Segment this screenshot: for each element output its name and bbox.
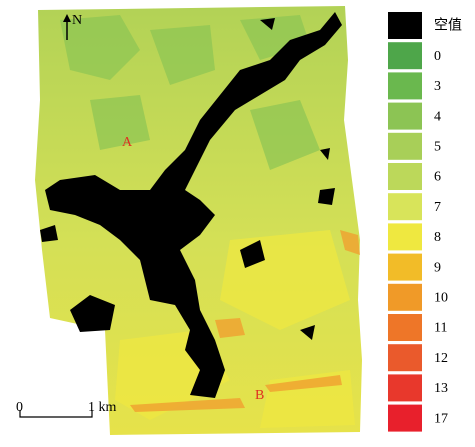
legend-label: 空值: [434, 18, 462, 34]
scale-end: 1 km: [88, 400, 117, 415]
scale-bar: 0 1 km: [16, 400, 117, 418]
legend-label: 12: [434, 351, 448, 366]
legend-swatch: [388, 283, 422, 311]
legend-swatch: [388, 374, 422, 402]
legend-swatch: [388, 132, 422, 160]
scale-line: [19, 410, 93, 418]
site-label: B: [255, 388, 264, 403]
legend-label: 7: [434, 200, 441, 215]
legend-swatch: [388, 193, 422, 221]
legend-swatch: [388, 253, 422, 281]
legend-label: 10: [434, 291, 448, 306]
legend-label: 3: [434, 79, 441, 94]
legend-label: 17: [434, 411, 448, 426]
water-body: [45, 12, 342, 398]
legend-swatch: [388, 404, 422, 432]
legend-label: 4: [434, 109, 441, 124]
map-area: [35, 6, 362, 435]
north-label: N: [72, 13, 82, 28]
legend-swatch: [388, 72, 422, 100]
green-patch: [60, 15, 320, 250]
site-label: A: [122, 135, 133, 150]
legend-swatch: [388, 12, 422, 39]
legend-swatch: [388, 102, 422, 130]
legend-label: 8: [434, 230, 441, 245]
legend-label: 13: [434, 381, 448, 396]
legend-swatch: [388, 42, 422, 70]
legend-label: 11: [434, 321, 447, 336]
north-arrow-head: [63, 14, 71, 22]
legend-swatch: [388, 163, 422, 190]
legend-label: 6: [434, 170, 441, 185]
legend-swatch: [388, 344, 422, 372]
water-body: [40, 18, 335, 340]
legend-label: 5: [434, 140, 441, 155]
yellow-patch: [115, 230, 355, 428]
legend-label: 9: [434, 260, 441, 275]
north-arrow: N: [63, 13, 82, 40]
legend-swatch: [388, 314, 422, 341]
legend-swatch: [388, 223, 422, 251]
legend-label: 0: [434, 49, 441, 64]
scale-start: 0: [16, 400, 23, 415]
legend: 空值 0 3 4 5 6 7 8 9 10 11 12 13 17: [388, 12, 462, 432]
